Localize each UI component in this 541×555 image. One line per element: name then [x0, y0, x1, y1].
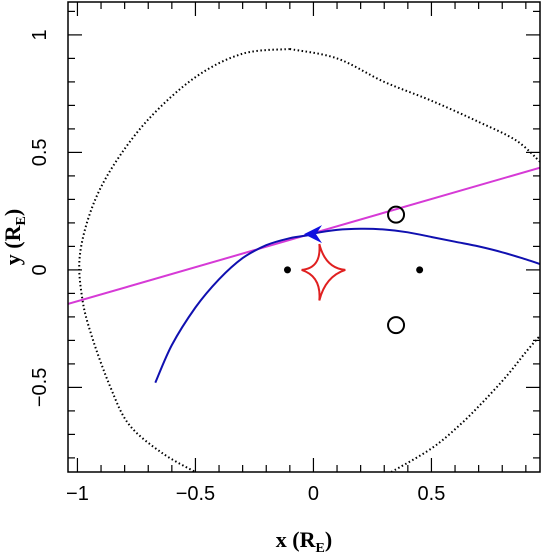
- dotted-curve-2: [390, 335, 540, 472]
- trajectory-arrow: [304, 225, 322, 244]
- axis-ticks: [68, 2, 540, 472]
- y-tick-label: 1: [29, 29, 51, 40]
- x-tick-label: −0.5: [176, 483, 215, 505]
- x-tick-label: 0.5: [418, 483, 446, 505]
- y-tick-label: 0: [29, 264, 51, 275]
- y-axis-label: y (RE): [0, 209, 29, 265]
- lens-point-1: [283, 266, 291, 274]
- x-axis-label: x (RE): [276, 527, 332, 555]
- dotted-curve-1: [289, 48, 540, 163]
- caustic-curve: [301, 243, 346, 301]
- image-circle-1: [387, 205, 406, 224]
- x-tick-label: 0: [308, 483, 319, 505]
- x-tick-label: −1: [66, 483, 89, 505]
- tick-labels: −1 −0.5 0 0.5 −0.5 0 0.5 1: [29, 29, 445, 505]
- y-tick-label: 0.5: [29, 138, 51, 166]
- image-circle-2: [387, 316, 406, 335]
- y-tick-label: −0.5: [29, 368, 51, 407]
- plot-content: [68, 48, 540, 472]
- dotted-curve-0: [78, 48, 290, 472]
- lens-point-2: [416, 266, 424, 274]
- plot-frame: [67, 1, 541, 473]
- curved-trajectory-line: [154, 227, 540, 384]
